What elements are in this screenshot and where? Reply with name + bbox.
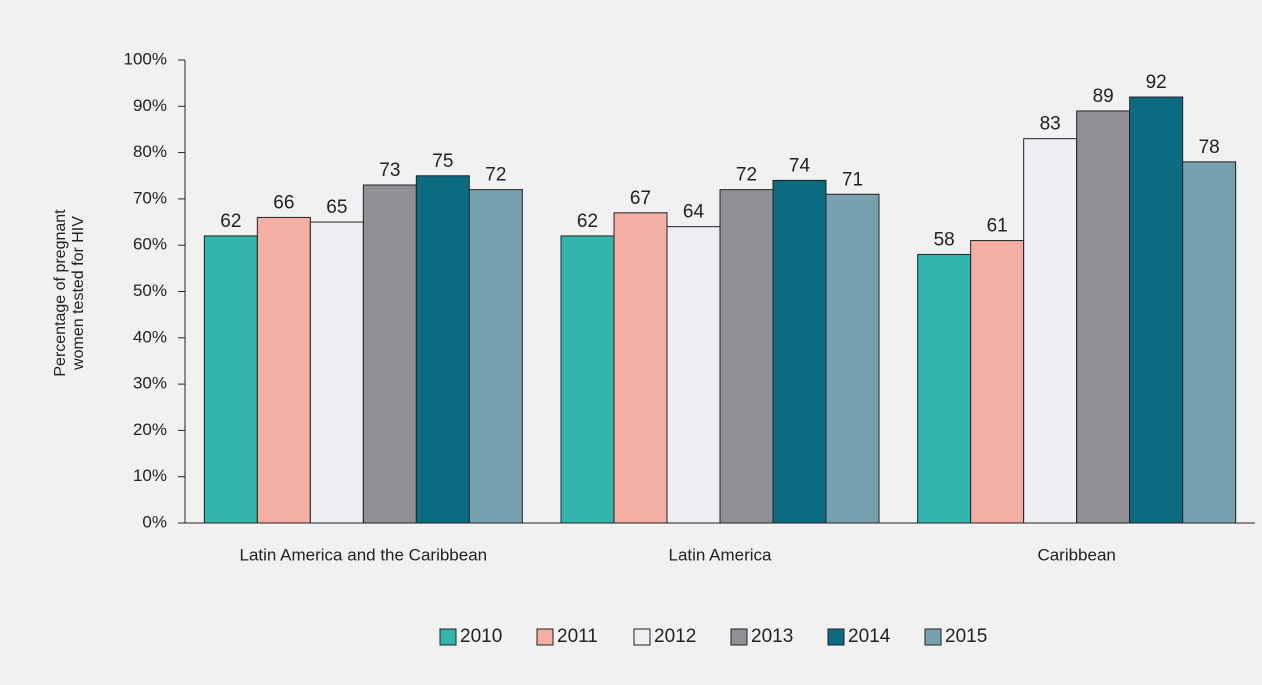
- legend-swatch: [439, 628, 457, 646]
- data-label: 58: [934, 229, 955, 250]
- y-tick-label: 60%: [133, 235, 167, 254]
- data-label: 73: [379, 160, 400, 181]
- legend-label: 2013: [751, 626, 793, 647]
- y-tick-label: 70%: [133, 188, 167, 207]
- bar: [309, 221, 364, 524]
- bar: [1076, 110, 1131, 524]
- y-tick-label: 50%: [133, 281, 167, 300]
- bar: [1129, 96, 1184, 524]
- y-axis-label: Percentage of pregnant women tested for …: [52, 209, 87, 377]
- legend-swatch: [633, 628, 651, 646]
- data-label: 74: [789, 155, 811, 176]
- data-label: 89: [1093, 86, 1114, 107]
- bar: [362, 184, 417, 524]
- legend-label: 2014: [848, 626, 891, 647]
- y-tick-label: 0%: [142, 512, 167, 531]
- y-tick-label: 10%: [133, 466, 167, 485]
- bar: [666, 226, 721, 524]
- bar: [415, 175, 470, 524]
- legend-swatch: [827, 628, 845, 646]
- legend-label: 2015: [945, 626, 987, 647]
- y-tick-label: 40%: [133, 327, 167, 346]
- y-tick-label: 30%: [133, 374, 167, 393]
- x-tick-label: Latin America and the Caribbean: [240, 545, 488, 564]
- data-label: 78: [1199, 137, 1220, 158]
- data-label: 64: [683, 202, 705, 223]
- data-label: 62: [220, 211, 241, 232]
- data-label: 92: [1146, 72, 1167, 93]
- bar: [560, 235, 615, 524]
- bar: [256, 216, 311, 524]
- data-label: 72: [485, 165, 506, 186]
- legend-label: 2010: [460, 626, 502, 647]
- data-label: 65: [326, 197, 347, 218]
- data-label: 83: [1040, 114, 1061, 135]
- x-tick-label: Latin America: [669, 545, 773, 564]
- data-label: 72: [736, 165, 757, 186]
- bar: [203, 235, 258, 524]
- bar: [825, 193, 880, 524]
- bar: [772, 179, 827, 524]
- legend-label: 2012: [654, 626, 696, 647]
- bar: [970, 240, 1025, 524]
- bar: [613, 212, 668, 524]
- x-tick-label: Caribbean: [1037, 545, 1115, 564]
- y-tick-label: 100%: [124, 49, 167, 68]
- legend-swatch: [730, 628, 748, 646]
- bar: [1023, 138, 1078, 524]
- data-label: 61: [987, 216, 1008, 237]
- y-tick-label: 20%: [133, 420, 167, 439]
- data-label: 75: [432, 151, 453, 172]
- y-tick-label: 90%: [133, 96, 167, 115]
- data-label: 67: [630, 188, 651, 209]
- bar: [719, 189, 774, 524]
- data-label: 71: [842, 169, 863, 190]
- legend-swatch: [536, 628, 554, 646]
- bar: [1182, 161, 1237, 524]
- legend-swatch: [924, 628, 942, 646]
- y-tick-label: 80%: [133, 142, 167, 161]
- bar: [917, 253, 972, 524]
- legend-label: 2011: [557, 626, 598, 647]
- bar: [468, 189, 523, 524]
- data-label: 66: [273, 192, 294, 213]
- data-label: 62: [577, 211, 598, 232]
